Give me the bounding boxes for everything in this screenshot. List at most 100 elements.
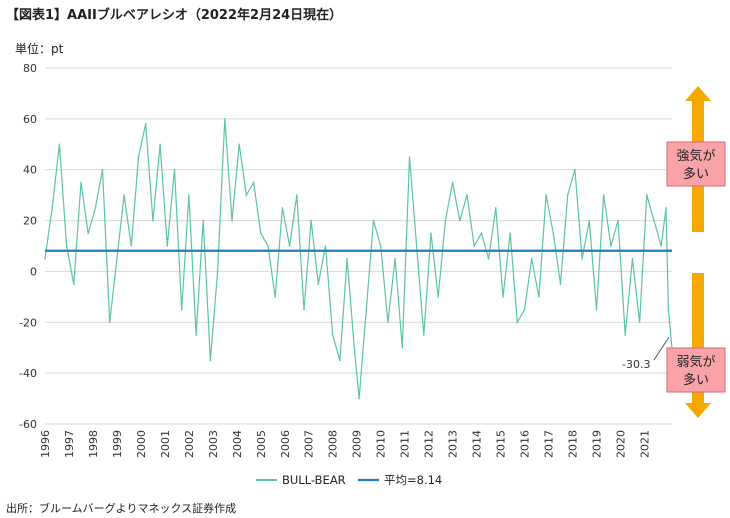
series-point [116,257,118,260]
series-point [224,118,226,120]
series-point [94,207,97,209]
x-tick-label: 1996 [39,430,52,458]
x-tick-label: 2009 [351,430,364,458]
series-point [238,143,240,146]
last-value-callout-line [653,336,670,361]
series-point [130,245,133,247]
series-point [473,245,476,247]
series-point [252,181,255,184]
series-point [101,168,104,171]
series-point [559,283,562,285]
legend-series-label: BULL-BEAR [282,473,346,487]
series-point [588,219,591,222]
bull-bear-series-line [44,118,673,399]
bullish-label-line1: 強気が [676,148,715,164]
series-point [408,156,411,158]
x-tick-label: 2008 [327,430,340,458]
y-tick-label: 40 [23,164,37,177]
series-point [152,219,154,222]
series-point [415,245,418,247]
grid-lines [45,67,672,425]
series-point [137,156,140,158]
y-axis-ticks: 80 60 40 20 0 -20 -40 -60 [19,62,37,431]
series-point [346,257,348,260]
series-point [303,308,305,311]
x-axis-ticks: 1996 1997 1998 1999 2000 2001 2002 2003 2004 2005… [39,430,651,458]
y-axis-unit-label: 単位：pt [15,42,64,56]
x-tick-label: 2012 [423,430,436,458]
series-point [459,219,461,222]
chart-title: 【図表1】AAIIブルベアレシオ（2022年2月24日現在） [6,8,343,23]
series-point [372,219,375,222]
series-point [274,296,277,298]
x-tick-label: 1997 [63,430,76,458]
x-tick-label: 2014 [471,430,484,458]
series-point [353,346,356,349]
series-point [58,143,61,146]
series-point [624,334,626,336]
series-point [545,194,547,196]
series-point [166,245,169,247]
x-tick-label: 1999 [111,430,124,458]
bullish-label-line2: 多い [683,166,709,182]
x-tick-label: 2007 [303,430,316,458]
series-point [87,232,89,235]
x-tick-label: 2020 [614,430,627,458]
x-tick-label: 2003 [207,430,220,458]
series-point [538,296,540,298]
series-point [617,219,619,222]
series-point [480,232,483,235]
series-point [394,257,396,260]
x-tick-label: 2017 [543,430,556,458]
series-point [602,194,605,196]
y-tick-label: -40 [19,367,37,380]
x-tick-label: 2018 [566,430,579,458]
x-tick-label: 2011 [399,430,412,458]
series-point [80,181,82,184]
series-point [216,270,219,273]
bearish-label-line2: 多い [683,372,709,388]
series-point [195,334,197,336]
legend-average-label: 平均=8.14 [384,473,442,487]
series-point [530,257,533,260]
source-note: 出所：ブルームバーグよりマネックス証券作成 [6,502,237,515]
series-point [310,219,312,222]
series-point [667,308,670,311]
x-tick-label: 2019 [590,430,603,458]
series-point [566,194,569,196]
x-tick-label: 2001 [159,430,172,458]
series-point [660,245,662,247]
series-point [317,283,320,285]
x-tick-label: 2013 [447,430,460,458]
series-point [180,308,183,311]
series-point [202,219,204,222]
series-point [358,397,360,400]
series-point [123,194,125,196]
bullish-label-box: 強気が 多い [666,141,726,187]
series-point [653,219,655,222]
x-tick-label: 2016 [519,430,532,458]
y-tick-label: 80 [23,62,37,75]
series-point [144,123,147,125]
series-point [638,321,641,324]
series-point [365,308,368,311]
series-point [552,232,555,235]
series-point [51,207,53,209]
series-point [108,321,111,324]
series-point [245,194,248,196]
y-tick-label: 60 [23,113,37,126]
series-point [487,257,490,260]
series-point [646,194,648,196]
x-tick-label: 2006 [279,430,292,458]
series-point [430,232,432,235]
x-tick-label: 2004 [231,430,244,458]
legend: BULL-BEAR 平均=8.14 [256,473,442,487]
x-tick-label: 2002 [183,430,196,458]
series-point [296,194,298,196]
series-point [260,232,262,235]
y-tick-label: 20 [23,215,37,228]
x-tick-label: 2021 [638,430,651,458]
series-point [288,245,291,247]
series-point [665,207,667,209]
